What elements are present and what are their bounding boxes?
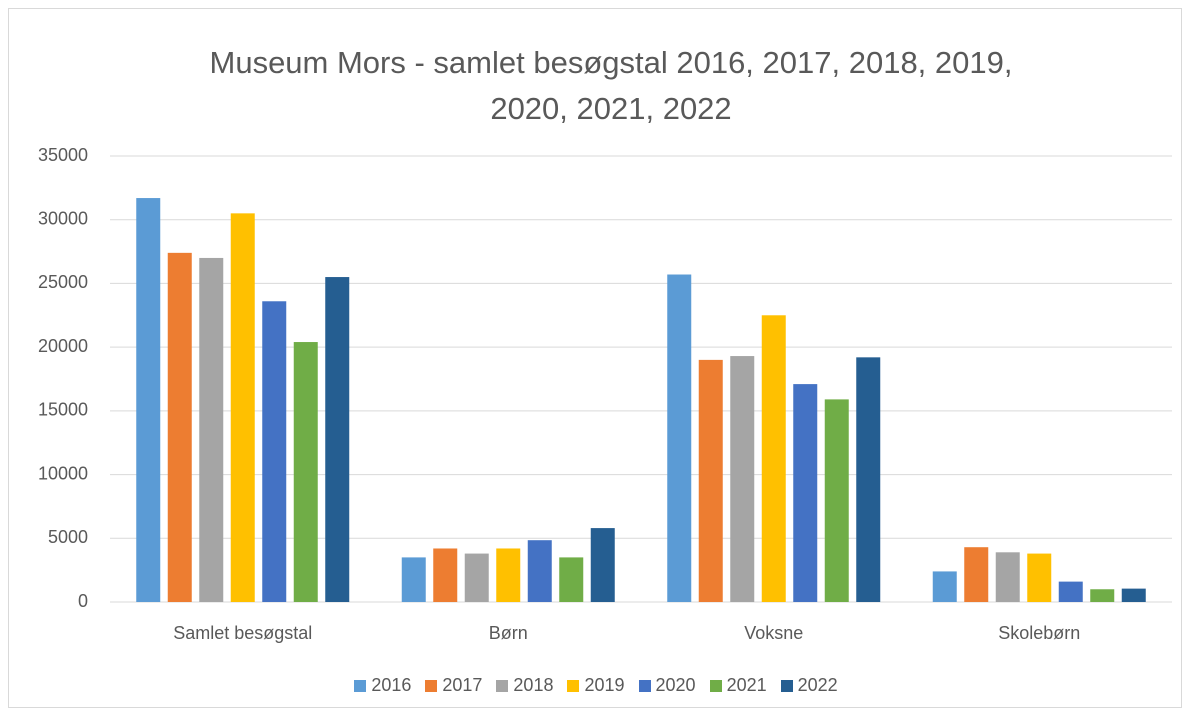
bar bbox=[136, 198, 161, 602]
x-tick-label: Skolebørn bbox=[998, 623, 1080, 643]
legend-swatch bbox=[567, 679, 580, 692]
bar bbox=[230, 213, 255, 603]
x-tick-label: Samlet besøgstal bbox=[173, 623, 312, 643]
bar bbox=[325, 277, 350, 602]
y-tick-label: 20000 bbox=[38, 336, 88, 356]
legend-label: 2020 bbox=[655, 675, 696, 695]
legend-swatch bbox=[425, 679, 438, 692]
bar bbox=[1121, 588, 1146, 602]
legend-label: 2018 bbox=[513, 675, 554, 695]
chart-frame bbox=[8, 8, 1182, 708]
bar bbox=[667, 274, 692, 602]
legend-label: 2022 bbox=[797, 675, 838, 695]
bar bbox=[199, 257, 224, 602]
bar bbox=[167, 252, 192, 603]
bar bbox=[293, 342, 318, 602]
legend-item: 2016 bbox=[354, 675, 411, 696]
bar bbox=[793, 384, 818, 602]
legend-swatch bbox=[354, 679, 367, 692]
y-tick-label: 0 bbox=[78, 591, 88, 611]
bar bbox=[1027, 553, 1052, 602]
bar bbox=[401, 557, 426, 602]
legend-item: 2017 bbox=[425, 675, 482, 696]
bar bbox=[1058, 581, 1083, 602]
y-tick-label: 30000 bbox=[38, 208, 88, 228]
legend-label: 2016 bbox=[371, 675, 412, 695]
bar bbox=[559, 557, 584, 602]
legend-swatch bbox=[780, 679, 793, 692]
legend-swatch bbox=[638, 679, 651, 692]
bar bbox=[496, 548, 521, 602]
bar bbox=[698, 359, 723, 602]
bar bbox=[262, 301, 287, 602]
x-tick-label: Voksne bbox=[744, 623, 803, 643]
bar bbox=[590, 528, 615, 602]
y-tick-label: 15000 bbox=[38, 400, 88, 420]
bar bbox=[824, 399, 849, 602]
x-tick-label: Børn bbox=[489, 623, 528, 643]
bar bbox=[964, 547, 989, 602]
legend-item: 2018 bbox=[496, 675, 553, 696]
bar bbox=[730, 356, 755, 602]
y-tick-label: 5000 bbox=[48, 527, 88, 547]
bar bbox=[433, 548, 458, 602]
chart-title: Museum Mors - samlet besøgstal 2016, 201… bbox=[209, 45, 1013, 126]
bar bbox=[1090, 589, 1115, 602]
legend-label: 2021 bbox=[726, 675, 767, 695]
bar bbox=[932, 571, 957, 602]
legend-item: 2019 bbox=[567, 675, 625, 696]
bar bbox=[527, 540, 552, 602]
bar bbox=[856, 357, 881, 602]
legend-label: 2019 bbox=[584, 675, 625, 695]
legend-label: 2017 bbox=[442, 675, 483, 695]
bar bbox=[761, 315, 786, 602]
bar bbox=[464, 553, 489, 602]
y-tick-label: 25000 bbox=[38, 272, 88, 292]
legend-item: 2022 bbox=[780, 675, 838, 696]
legend-swatch bbox=[496, 679, 509, 692]
legend-item: 2021 bbox=[709, 675, 767, 696]
bar bbox=[995, 552, 1020, 602]
y-tick-label: 35000 bbox=[38, 145, 88, 165]
legend-swatch bbox=[709, 679, 722, 692]
y-tick-label: 10000 bbox=[38, 463, 88, 483]
legend: 2016 2017 2018 2019 2020 2021 2022 bbox=[0, 675, 1192, 696]
legend-item: 2020 bbox=[638, 675, 696, 696]
